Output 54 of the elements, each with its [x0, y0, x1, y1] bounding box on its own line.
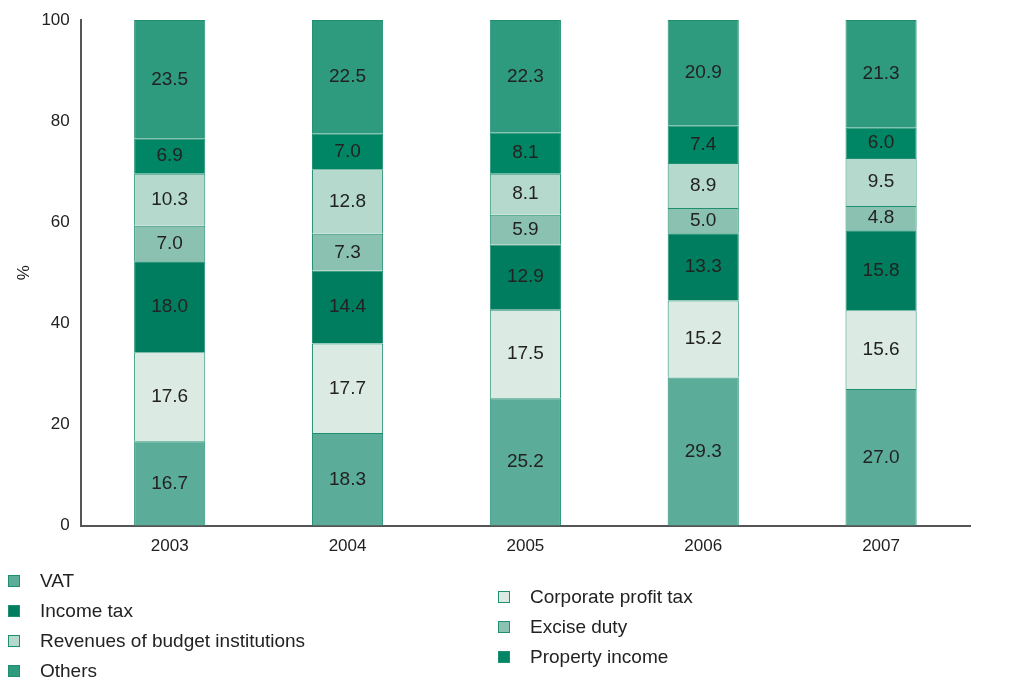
data-label: 12.8 — [329, 189, 367, 211]
y-axis-title: % — [13, 265, 33, 281]
data-label: 7.4 — [690, 132, 717, 154]
data-label: 9.5 — [867, 170, 895, 192]
data-label: 16.7 — [151, 471, 189, 493]
data-label: 22.3 — [506, 64, 544, 86]
y-tick-label: 100 — [41, 9, 70, 29]
x-tick-label: 2006 — [684, 536, 723, 556]
data-label: 25.2 — [506, 450, 544, 472]
data-label: 15.8 — [862, 258, 900, 280]
data-label: 22.5 — [329, 65, 367, 87]
data-label: 4.8 — [867, 206, 895, 228]
data-label: 8.9 — [690, 173, 717, 195]
data-label: 5.0 — [690, 208, 717, 230]
data-label: 18.3 — [329, 467, 367, 489]
data-label: 17.6 — [151, 384, 189, 406]
y-tick-label: 0 — [60, 515, 70, 535]
legend-label: Revenues of budget institutions — [40, 630, 306, 652]
x-tick-label: 2005 — [506, 536, 545, 556]
data-label: 13.3 — [684, 255, 722, 277]
data-label: 27.0 — [862, 445, 900, 467]
data-label: 17.7 — [329, 376, 367, 398]
legend-label: VAT — [40, 570, 75, 592]
data-label: 14.4 — [329, 295, 367, 317]
data-label: 21.3 — [862, 62, 900, 84]
x-tick-label: 2003 — [150, 536, 189, 556]
y-tick-label: 20 — [50, 414, 70, 434]
y-tick-label: 80 — [50, 110, 70, 130]
data-label: 12.9 — [506, 265, 544, 287]
y-tick-label: 60 — [50, 211, 70, 231]
data-label: 5.9 — [512, 217, 539, 239]
data-label: 15.6 — [862, 337, 900, 359]
data-label: 18.0 — [151, 294, 189, 316]
data-label: 7.3 — [334, 240, 361, 262]
legend-label: Property income — [530, 646, 669, 668]
data-label: 10.3 — [151, 187, 189, 209]
data-label: 7.0 — [334, 139, 361, 161]
data-label: 6.9 — [156, 144, 183, 166]
data-label: 29.3 — [684, 439, 722, 461]
legend-label: Others — [40, 660, 98, 682]
y-tick-label: 40 — [50, 313, 70, 333]
data-label: 23.5 — [151, 67, 189, 89]
data-label: 17.5 — [506, 342, 544, 364]
legend-label: Income tax — [40, 600, 133, 622]
x-tick-label: 2004 — [328, 536, 367, 556]
data-label: 8.1 — [512, 182, 539, 204]
legend-label: Excise duty — [530, 616, 628, 638]
data-label: 8.1 — [512, 141, 539, 163]
legend-label: Corporate profit tax — [530, 586, 693, 608]
data-label: 15.2 — [684, 327, 722, 349]
x-tick-label: 2007 — [862, 536, 900, 556]
data-label: 20.9 — [684, 61, 722, 83]
data-label: 6.0 — [867, 131, 895, 153]
data-label: 7.0 — [156, 231, 183, 253]
